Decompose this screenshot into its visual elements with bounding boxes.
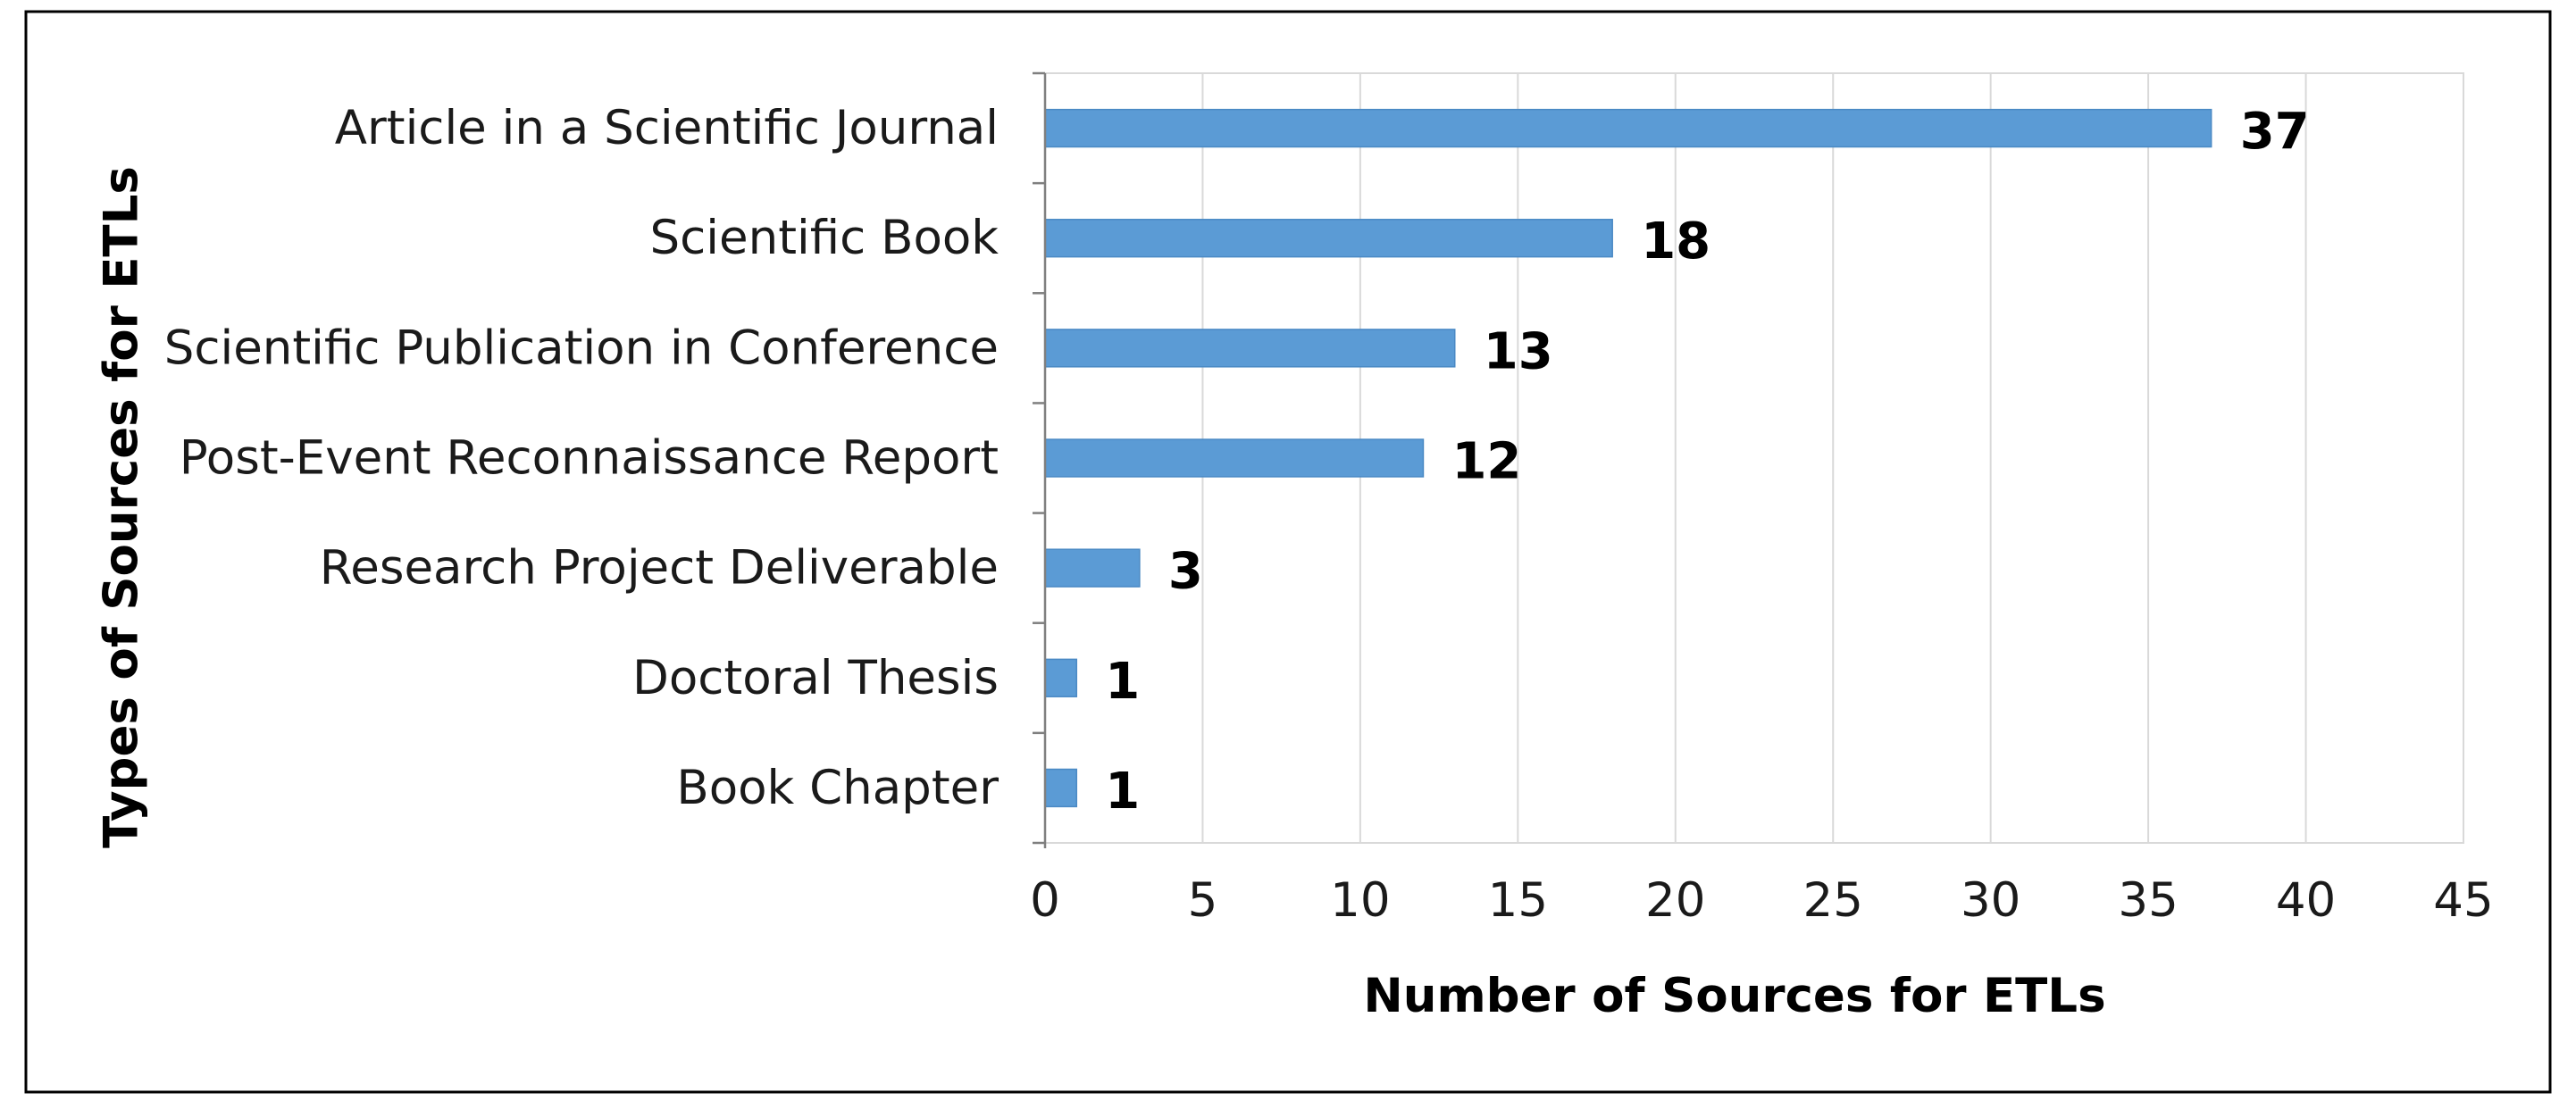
category-labels: Article in a Scientific Journal Scientifi… (164, 101, 999, 815)
x-tick-labels: 0 5 10 15 20 25 30 35 40 45 (1030, 873, 2494, 928)
category-label: Post-Event Reconnaissance Report (180, 431, 999, 486)
x-tick-label: 40 (2276, 873, 2336, 928)
value-label: 37 (2240, 103, 2310, 161)
category-label: Article in a Scientific Journal (335, 101, 999, 155)
category-label: Scientific Publication in Conference (164, 321, 999, 375)
bar (1044, 768, 1078, 808)
x-tick-label: 10 (1330, 873, 1390, 928)
value-label: 1 (1105, 653, 1140, 711)
value-label: 18 (1641, 213, 1710, 271)
value-label: 3 (1168, 543, 1203, 601)
category-label: Scientific Book (650, 211, 999, 265)
x-tick-label: 0 (1030, 873, 1060, 928)
x-tick-label: 45 (2433, 873, 2493, 928)
x-tick-label: 30 (1961, 873, 2020, 928)
x-axis-title: Number of Sources for ETLs (1363, 969, 2105, 1023)
bar (1044, 108, 2212, 148)
bars (1044, 108, 2212, 808)
category-label: Doctoral Thesis (632, 651, 999, 705)
bar (1044, 219, 1613, 258)
value-label: 1 (1105, 763, 1140, 821)
bar (1044, 329, 1456, 368)
x-tick-label: 35 (2118, 873, 2178, 928)
bar (1044, 658, 1078, 697)
figure-frame (24, 10, 2552, 1094)
x-tick-label: 5 (1188, 873, 1218, 928)
value-label: 13 (1484, 322, 1553, 380)
value-label: 12 (1451, 433, 1521, 491)
category-label: Research Project Deliverable (320, 541, 999, 596)
x-tick-label: 25 (1802, 873, 1862, 928)
category-label: Book Chapter (676, 761, 999, 815)
y-axis-title: Types of Sources for ETLs (95, 166, 149, 848)
axes (1033, 71, 1047, 848)
bar (1044, 548, 1141, 588)
x-tick-label: 15 (1488, 873, 1548, 928)
x-tick-label: 20 (1645, 873, 1705, 928)
bar (1044, 438, 1425, 478)
